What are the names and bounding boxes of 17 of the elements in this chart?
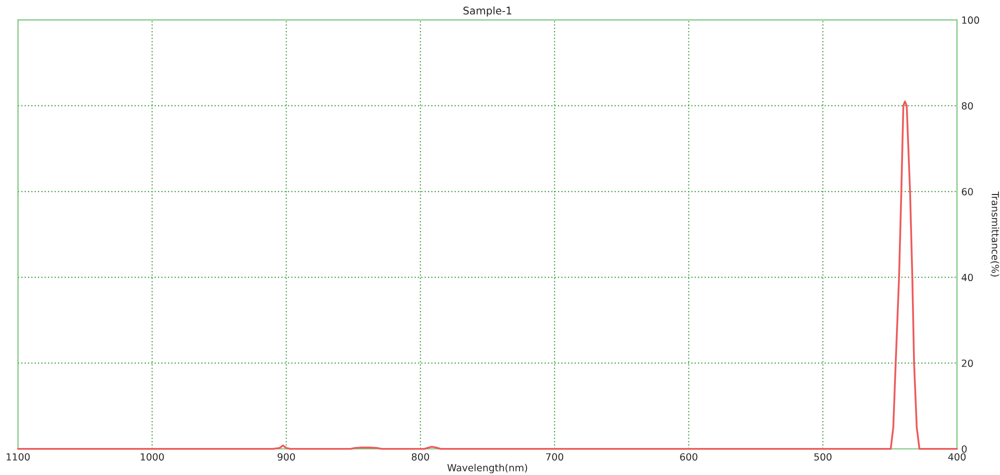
x-tick-label: 700 <box>546 453 564 461</box>
y-tick-label: 20 <box>962 360 973 367</box>
y-tick-label: 100 <box>962 16 980 24</box>
x-tick-label: 1000 <box>140 453 164 461</box>
y-axis-title: Transmittance(%) <box>990 192 1000 276</box>
y-tick-label: 80 <box>962 102 973 110</box>
x-tick-label: 900 <box>278 453 295 461</box>
x-tick-label: 600 <box>680 453 698 461</box>
x-tick-label: 500 <box>814 453 832 461</box>
chart-title: Sample-1 <box>463 6 512 17</box>
y-tick-label: 40 <box>962 274 973 282</box>
y-tick-label: 60 <box>962 188 973 196</box>
x-tick-label: 800 <box>412 453 430 461</box>
x-tick-label: 1100 <box>6 453 30 461</box>
x-axis-title: Wavelength(nm) <box>447 464 528 474</box>
x-tick-label: 400 <box>948 453 966 461</box>
y-tick-label: 0 <box>962 445 967 453</box>
